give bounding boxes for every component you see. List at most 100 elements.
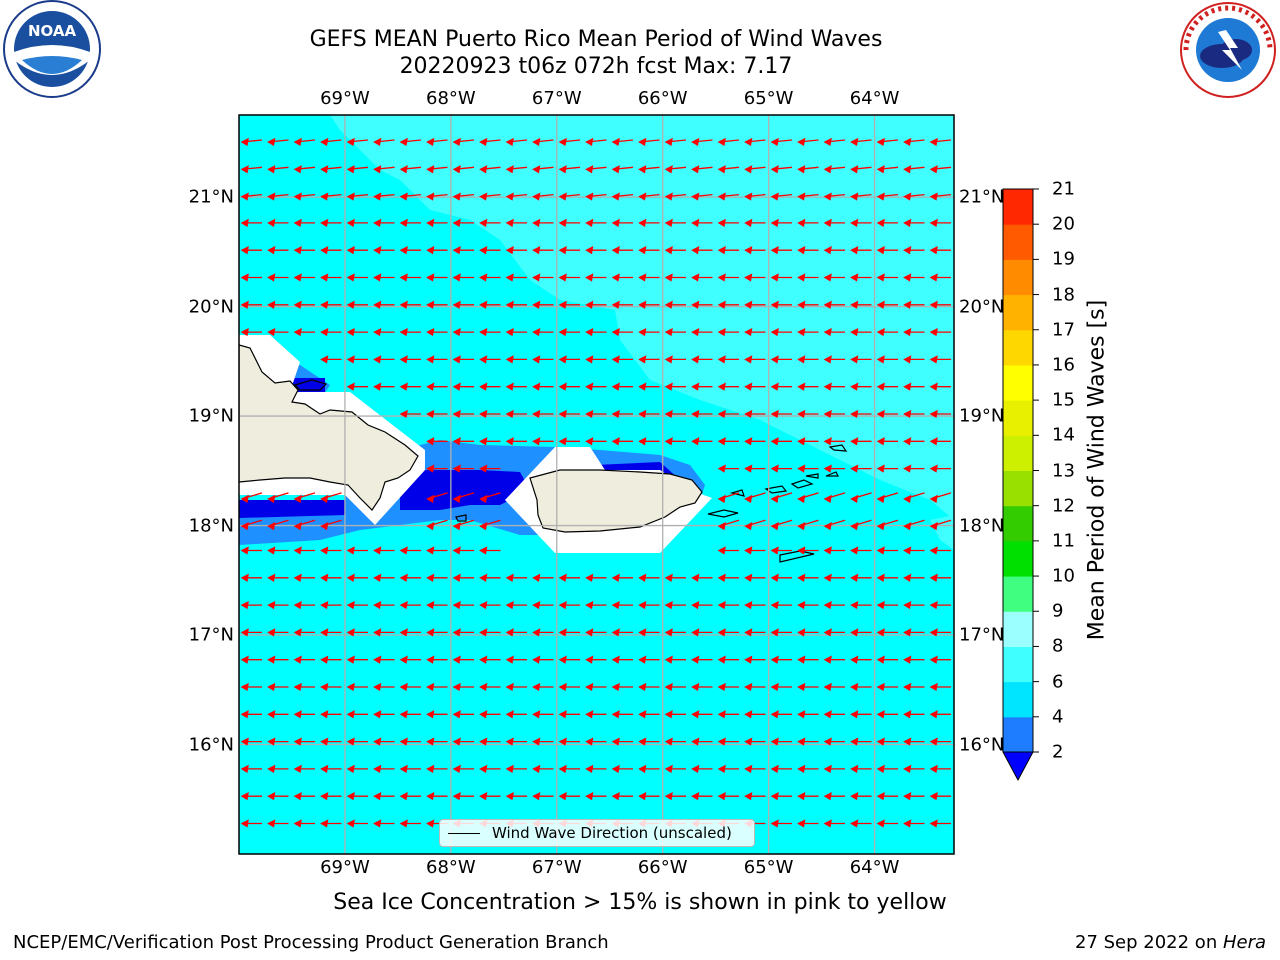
wave-arrow	[797, 246, 819, 255]
wave-arrow	[293, 600, 315, 610]
longitude-label: 67°W	[531, 857, 582, 878]
wave-arrow	[399, 710, 421, 719]
wave-arrow	[373, 573, 395, 582]
wave-arrow	[240, 492, 263, 503]
wave-arrow	[585, 628, 607, 637]
wave-arrow	[876, 710, 898, 719]
colorbar-segment	[1003, 364, 1033, 401]
wave-arrow	[426, 382, 448, 391]
wave-arrow	[823, 165, 846, 174]
wave-arrow	[823, 327, 845, 337]
wave-arrow	[664, 327, 686, 337]
wave-arrow	[929, 137, 952, 147]
wave-arrow	[240, 764, 262, 773]
wave-arrow	[399, 192, 422, 201]
longitude-label: 68°W	[425, 88, 476, 109]
wave-arrow	[638, 437, 660, 446]
wave-arrow	[373, 382, 395, 391]
wave-arrow	[823, 655, 845, 664]
wave-arrow	[691, 300, 713, 309]
wave-arrow	[664, 710, 686, 719]
colorbar-segment	[1003, 400, 1033, 436]
wave-arrow	[452, 655, 474, 664]
wave-arrow	[558, 628, 580, 637]
wave-arrow	[240, 682, 262, 692]
wave-arrow	[267, 628, 289, 637]
wave-arrow	[293, 519, 316, 531]
wave-arrow	[664, 437, 686, 446]
wave-arrow	[505, 682, 527, 692]
wave-arrow	[823, 192, 846, 201]
wave-arrow	[293, 165, 316, 174]
wave-arrow	[399, 764, 421, 773]
wave-arrow	[611, 137, 634, 147]
wave-arrow	[850, 192, 872, 201]
wave-arrow	[638, 218, 660, 227]
wave-arrow	[452, 165, 475, 174]
wave-arrow	[532, 737, 554, 746]
wave-arrow	[664, 355, 686, 364]
wave-arrow	[638, 355, 660, 364]
wave-arrow	[558, 273, 580, 282]
wave-arrow	[320, 710, 342, 719]
wave-arrow	[585, 382, 607, 391]
wave-arrow	[558, 137, 581, 147]
wave-arrow	[479, 409, 501, 419]
wave-arrow	[558, 764, 580, 773]
chart-title: GEFS MEAN Puerto Rico Mean Period of Win…	[309, 27, 883, 52]
wave-arrow	[611, 273, 633, 282]
wave-arrow	[717, 192, 740, 201]
wave-arrow	[903, 682, 925, 692]
wave-arrow	[426, 737, 448, 746]
wave-arrow	[240, 655, 262, 664]
wave-arrow	[267, 600, 289, 610]
wave-arrow	[585, 137, 607, 147]
latitude-label: 19°N	[959, 405, 1005, 427]
wave-arrow	[903, 710, 925, 719]
wave-arrow	[452, 382, 474, 391]
wave-arrow	[717, 710, 739, 719]
wave-arrow	[426, 628, 448, 637]
wave-arrow	[638, 710, 660, 719]
wave-arrow	[452, 409, 474, 419]
wave-arrow	[929, 409, 951, 419]
wave-arrow	[532, 165, 554, 174]
colorbar-level-label: 21	[1052, 178, 1075, 200]
wave-arrow	[558, 682, 580, 692]
wave-arrow	[267, 137, 289, 147]
wave-arrow	[691, 409, 713, 419]
colorbar-segment	[1003, 611, 1033, 647]
wave-arrow	[903, 628, 925, 637]
wave-arrow	[929, 546, 951, 555]
wave-arrow	[850, 137, 872, 147]
wave-arrow	[876, 192, 899, 201]
wave-arrow	[585, 600, 607, 610]
latitude-label: 17°N	[959, 624, 1005, 646]
wave-arrow	[929, 682, 951, 692]
wave-arrow	[876, 655, 898, 664]
wave-arrow	[823, 218, 845, 227]
wave-arrow	[770, 246, 792, 255]
wave-arrow	[585, 764, 607, 773]
wave-arrow	[717, 246, 739, 255]
wave-arrow	[903, 519, 925, 531]
wave-arrow	[399, 819, 421, 828]
wave-arrow	[664, 737, 686, 746]
wave-arrow	[850, 165, 872, 174]
wave-arrow	[399, 655, 421, 664]
wave-arrow	[426, 573, 448, 582]
colorbar-level-label: 9	[1052, 600, 1064, 622]
wave-arrow	[691, 218, 713, 227]
wave-arrow	[293, 710, 315, 719]
wave-arrow	[346, 382, 368, 391]
wave-arrow	[293, 682, 315, 692]
island-virgin-gorda	[825, 471, 839, 477]
wave-arrow	[744, 764, 766, 773]
wave-arrow	[823, 737, 845, 746]
wave-arrow	[823, 573, 845, 582]
wave-arrow	[479, 327, 501, 337]
wave-arrow	[876, 137, 899, 147]
wave-arrow	[346, 192, 369, 201]
footer-date: 27 Sep 2022 on Hera	[1075, 932, 1266, 953]
